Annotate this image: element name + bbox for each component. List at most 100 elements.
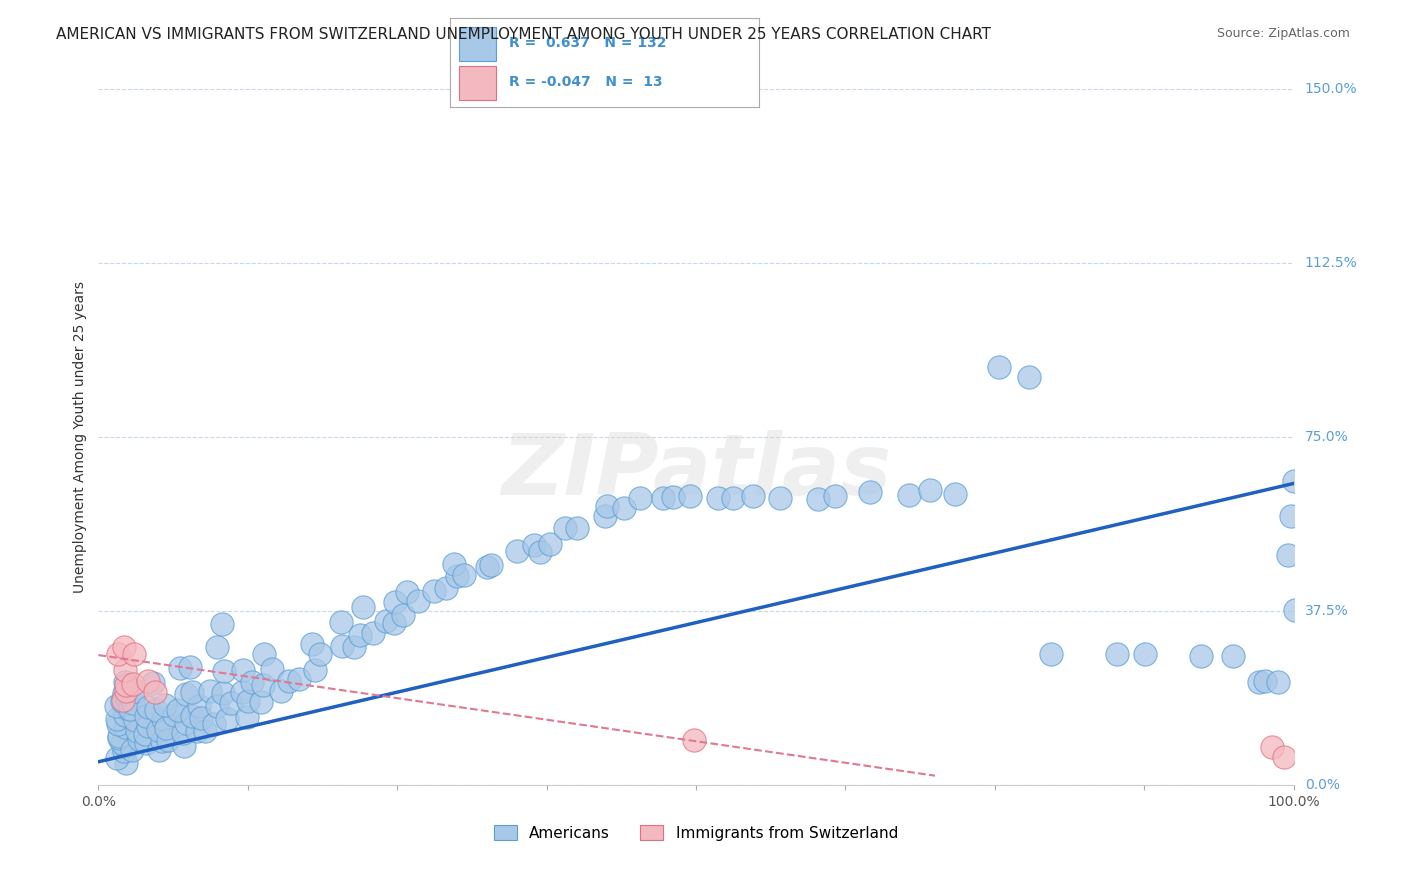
Point [179,660,201,674]
Point [112,743,135,757]
Point [392,608,415,623]
Point [1272,750,1295,764]
Point [150,733,173,747]
Bar [460,66,496,100]
Point [453,567,475,582]
Point [651,491,673,505]
Point [613,501,636,516]
Point [114,756,136,770]
Point [115,691,138,706]
Point [118,702,141,716]
Point [446,569,468,583]
Point [114,708,136,723]
Point [240,674,263,689]
Point [115,678,138,692]
Point [352,599,374,614]
Point [176,687,198,701]
Point [115,684,138,698]
Point [1040,647,1063,661]
Point [172,726,194,740]
Point [207,640,229,654]
Point [145,704,167,718]
Text: 112.5%: 112.5% [1305,256,1357,270]
Point [107,712,129,726]
Point [148,743,170,757]
Point [443,557,465,571]
Point [422,584,444,599]
Point [107,717,129,731]
Point [219,697,242,711]
Point [1189,649,1212,664]
Text: AMERICAN VS IMMIGRANTS FROM SWITZERLAND UNEMPLOYMENT AMONG YOUTH UNDER 25 YEARS : AMERICAN VS IMMIGRANTS FROM SWITZERLAND … [56,27,991,42]
Point [252,678,274,692]
Point [301,637,323,651]
Point [111,736,134,750]
Point [174,716,197,731]
Point [134,726,156,740]
Point [529,545,551,559]
Point [596,500,619,514]
Text: Source: ZipAtlas.com: Source: ZipAtlas.com [1216,27,1350,40]
Point [434,581,457,595]
Point [167,703,190,717]
Point [153,698,176,712]
Point [554,521,576,535]
Point [523,538,546,552]
Point [1222,649,1244,664]
Point [662,491,685,505]
Point [769,491,792,505]
Point [238,694,260,708]
Point [253,647,276,661]
Point [479,558,502,572]
Point [194,723,217,738]
Point [128,731,150,746]
Point [309,647,332,661]
Point [943,487,966,501]
Point [114,664,136,678]
Point [593,508,616,523]
Point [124,713,146,727]
Y-axis label: Unemployment Among Youth under 25 years: Unemployment Among Youth under 25 years [73,281,87,593]
Point [125,683,148,698]
Point [806,491,828,506]
Point [1260,739,1282,754]
Point [262,663,284,677]
Point [1254,673,1277,688]
Point [382,616,405,631]
Point [628,491,651,505]
Point [148,723,170,737]
Point [173,739,195,754]
Point [169,661,191,675]
Point [349,628,371,642]
Point [1247,675,1270,690]
Legend: Americans, Immigrants from Switzerland: Americans, Immigrants from Switzerland [488,819,904,847]
Point [742,489,765,503]
Point [682,732,704,747]
Point [112,693,135,707]
Point [135,736,157,750]
Point [859,485,882,500]
Point [1279,509,1302,524]
Text: R = -0.047   N =  13: R = -0.047 N = 13 [509,75,662,89]
Point [235,710,257,724]
Point [395,584,418,599]
Text: 0.0%: 0.0% [1305,778,1340,792]
Point [143,685,166,699]
Point [231,685,253,699]
Point [215,712,238,726]
Point [163,707,186,722]
Text: 37.5%: 37.5% [1305,604,1348,618]
Point [155,721,177,735]
Point [136,700,159,714]
Point [249,695,271,709]
Point [1284,603,1306,617]
Point [1107,648,1129,662]
Point [343,640,366,654]
Bar [460,27,496,61]
Point [329,615,352,629]
Point [181,685,204,699]
Point [112,640,135,654]
Text: ZIPatlas: ZIPatlas [501,430,891,514]
Point [212,685,235,699]
Text: 75.0%: 75.0% [1305,430,1348,444]
